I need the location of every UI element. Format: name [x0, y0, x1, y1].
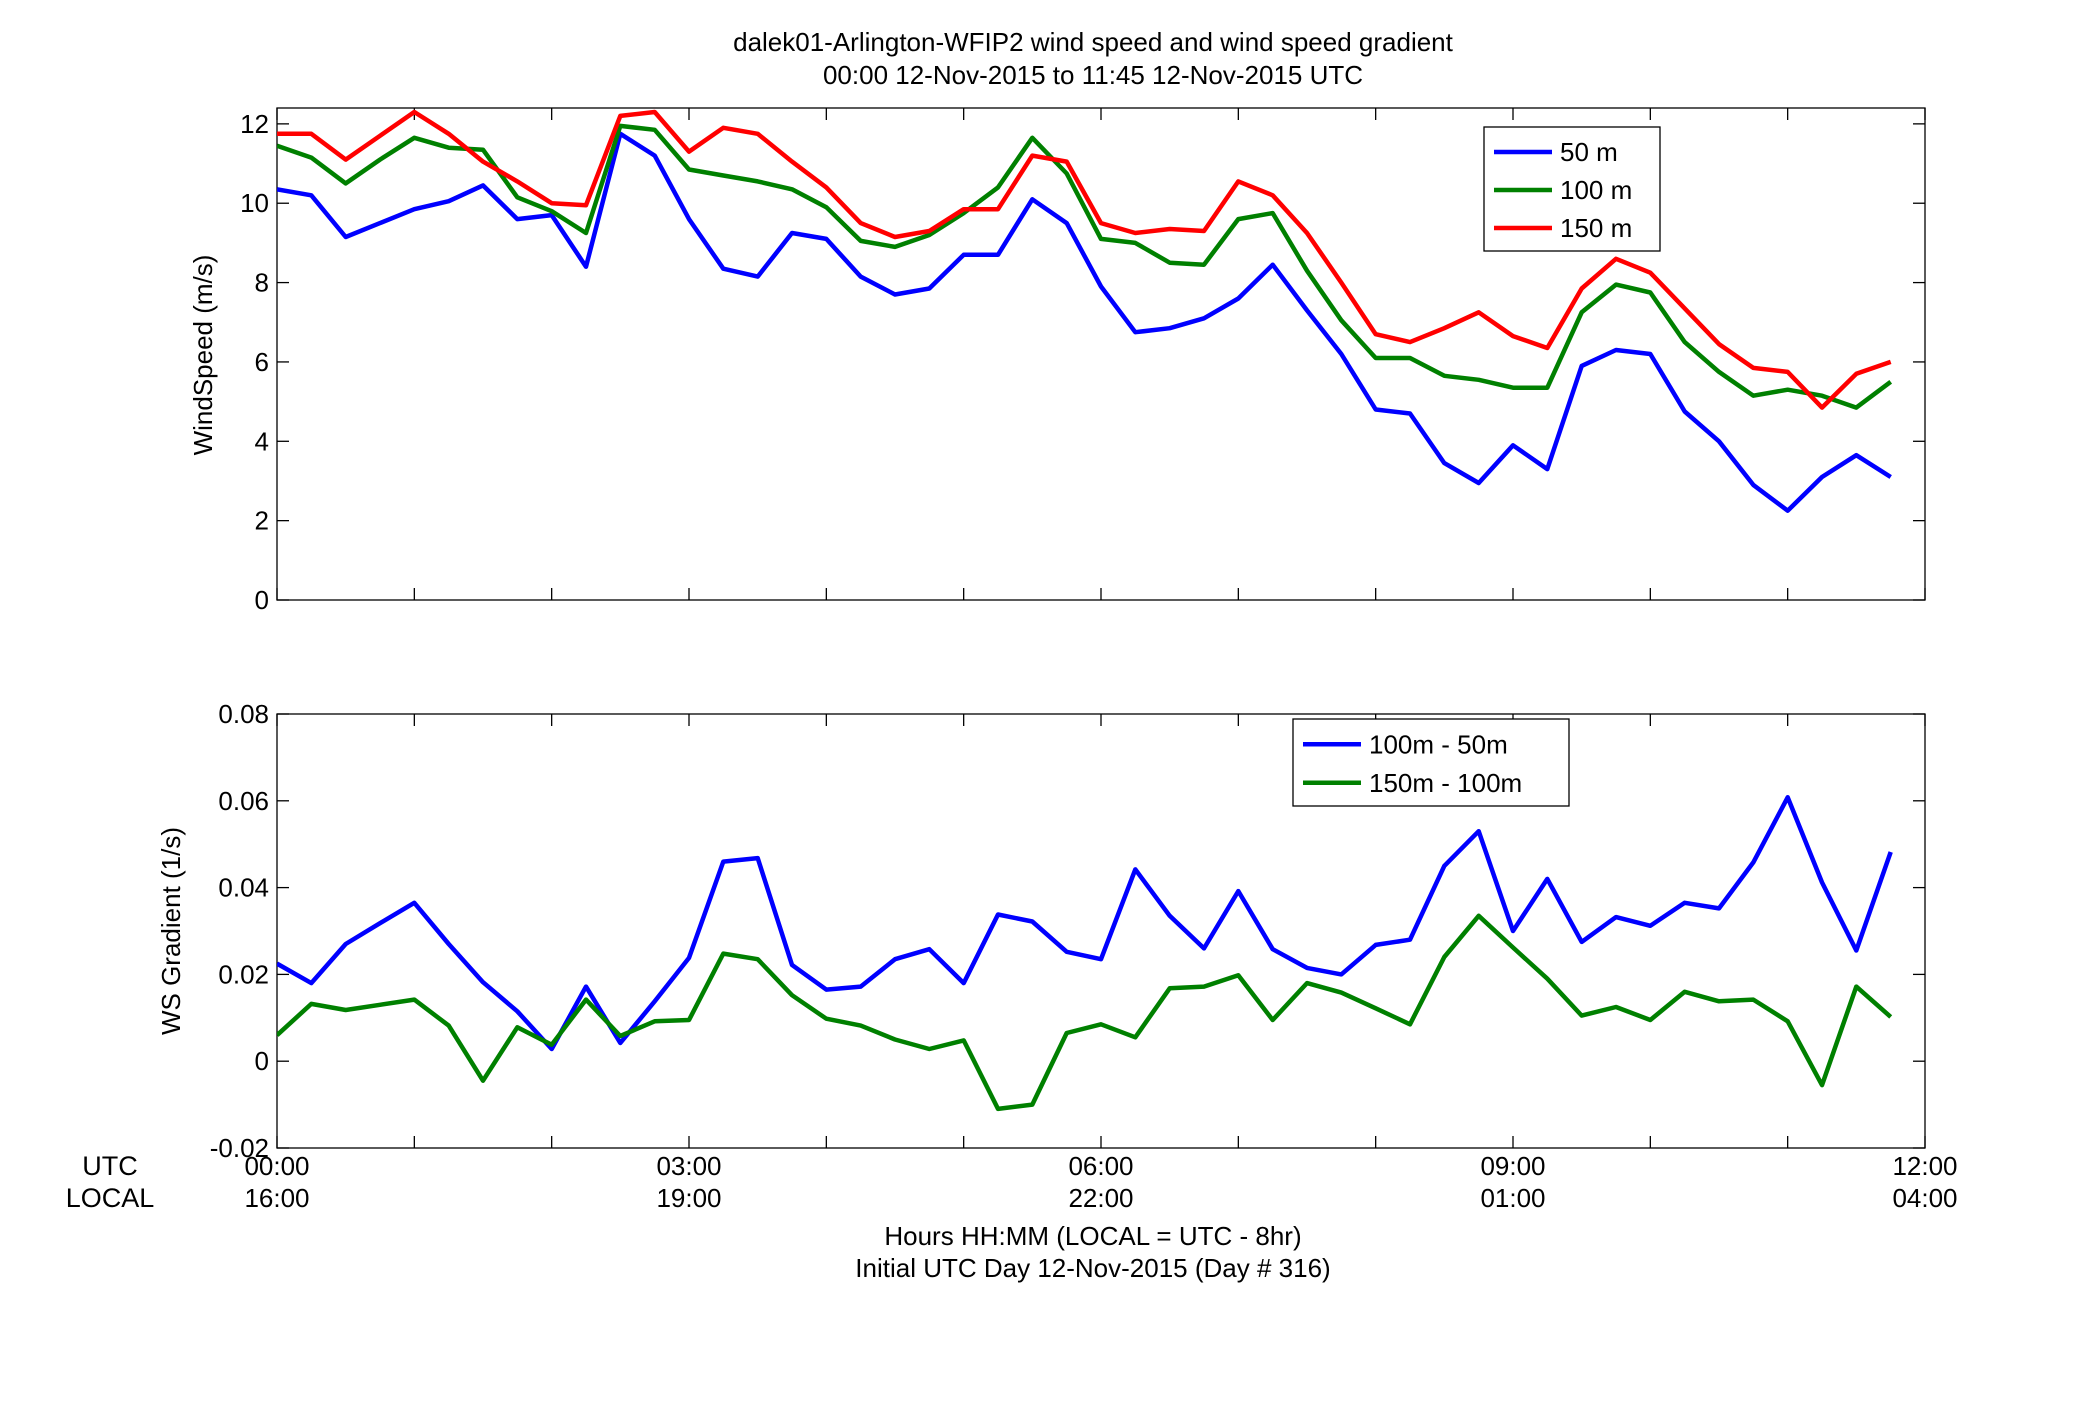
- x-tick-label-local: 22:00: [1068, 1183, 1133, 1213]
- x-tick-label-local: 01:00: [1480, 1183, 1545, 1213]
- x-tick-label-utc: 03:00: [656, 1151, 721, 1181]
- y-tick-label: 8: [255, 268, 269, 298]
- series-line-100m: [277, 123, 1893, 410]
- x-tick-label-utc: 09:00: [1480, 1151, 1545, 1181]
- legend-label: 150m - 100m: [1369, 768, 1522, 798]
- x-tick-label-local: 04:00: [1892, 1183, 1957, 1213]
- x-axis-label: Hours HH:MM (LOCAL = UTC - 8hr): [884, 1221, 1301, 1251]
- series-line-50m: [277, 131, 1892, 513]
- legend-label: 100m - 50m: [1369, 729, 1508, 759]
- figure-title-line1: dalek01-Arlington-WFIP2 wind speed and w…: [733, 27, 1454, 57]
- x-axis-sublabel: Initial UTC Day 12-Nov-2015 (Day # 316): [855, 1253, 1330, 1283]
- plot-area: [276, 107, 1926, 601]
- windspeed-panel: 0 2 4 6 8 10 12 WindSpeed (m/s) 50 m 100 m 150 m: [188, 107, 1926, 615]
- legend-label: 150 m: [1560, 213, 1632, 243]
- plot-area: [276, 713, 1926, 1149]
- legend: 50 m 100 m 150 m: [1483, 126, 1661, 252]
- y-tick-label: 0.08: [218, 699, 269, 729]
- y-tick-label: -0.02: [210, 1133, 269, 1163]
- series-line-150m: [277, 109, 1892, 410]
- x-tick-label-utc: 00:00: [244, 1151, 309, 1181]
- legend-label: 50 m: [1560, 137, 1618, 167]
- utc-row-label: UTC: [82, 1151, 138, 1181]
- y-tick-label: 0: [255, 585, 269, 615]
- gradient-panel: -0.02 0 0.02 0.04 0.06 0.08 WS Gradient (1/s) 1…: [156, 699, 1926, 1163]
- legend: 100m - 50m 150m - 100m: [1292, 718, 1570, 807]
- y-tick-label: 6: [255, 347, 269, 377]
- y-tick-label: 12: [240, 109, 269, 139]
- y-tick-label: 10: [240, 188, 269, 218]
- y-tick-label: 0: [255, 1046, 269, 1076]
- y-tick-label: 4: [255, 426, 269, 456]
- figure-title-line2: 00:00 12-Nov-2015 to 11:45 12-Nov-2015 U…: [823, 60, 1363, 90]
- y-axis-label: WindSpeed (m/s): [188, 255, 218, 456]
- legend-label: 100 m: [1560, 175, 1632, 205]
- series-line-150mminus100m: [277, 913, 1893, 1112]
- x-tick-label-utc: 12:00: [1892, 1151, 1957, 1181]
- y-tick-label: 2: [255, 506, 269, 536]
- y-tick-label: 0.06: [218, 786, 269, 816]
- local-row-label: LOCAL: [66, 1183, 155, 1213]
- x-tick-label-local: 16:00: [244, 1183, 309, 1213]
- y-tick-label: 0.04: [218, 873, 269, 903]
- x-tick-label-local: 19:00: [656, 1183, 721, 1213]
- y-axis-label: WS Gradient (1/s): [156, 827, 186, 1035]
- x-tick-label-utc: 06:00: [1068, 1151, 1133, 1181]
- y-tick-label: 0.02: [218, 959, 269, 989]
- legend-box: [1292, 718, 1570, 807]
